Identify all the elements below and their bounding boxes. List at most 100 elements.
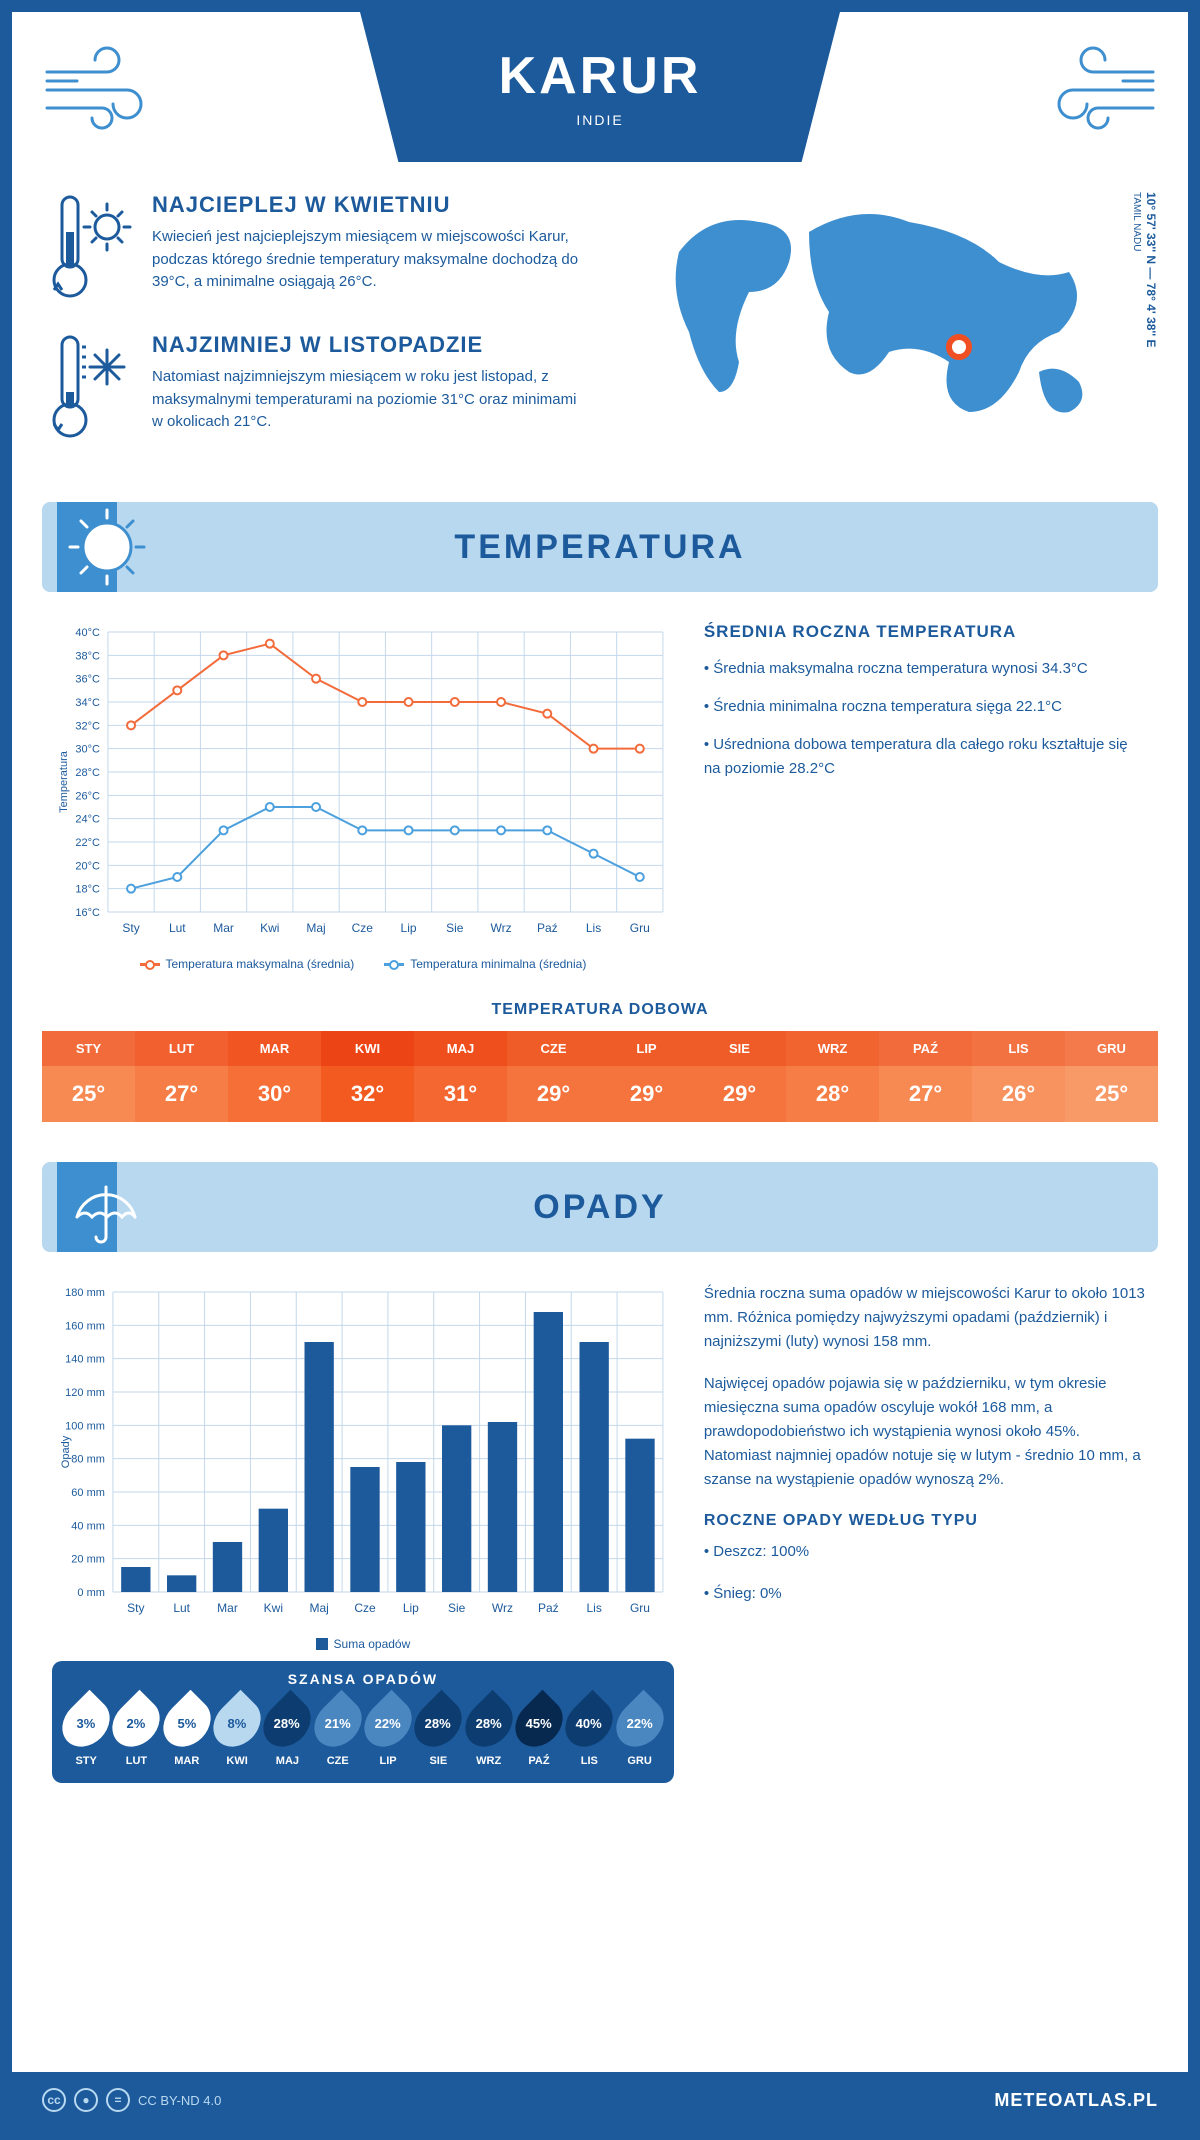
svg-text:34°C: 34°C <box>75 697 100 709</box>
country-name: INDIE <box>576 112 623 128</box>
svg-text:Lut: Lut <box>173 1601 190 1615</box>
svg-text:Mar: Mar <box>213 921 234 935</box>
svg-text:Temperatura: Temperatura <box>58 750 70 813</box>
svg-text:Maj: Maj <box>306 921 325 935</box>
fact-hot-title: NAJCIEPLEJ W KWIETNIU <box>152 192 590 218</box>
by-icon: ● <box>74 2088 98 2112</box>
temperature-body: 16°C18°C20°C22°C24°C26°C28°C30°C32°C34°C… <box>12 622 1188 991</box>
temp-info-line: • Średnia minimalna roczna temperatura s… <box>704 695 1148 719</box>
thermometer-cold-icon <box>52 332 132 442</box>
svg-text:28°C: 28°C <box>75 767 100 779</box>
daily-temp-cell: WRZ28° <box>786 1031 879 1122</box>
svg-text:Gru: Gru <box>630 1601 650 1615</box>
chance-drop: 2%LUT <box>114 1697 158 1767</box>
svg-text:Sie: Sie <box>446 921 464 935</box>
chance-drop: 22%LIP <box>366 1697 410 1767</box>
svg-text:160 mm: 160 mm <box>65 1320 105 1332</box>
facts-column: NAJCIEPLEJ W KWIETNIU Kwiecień jest najc… <box>52 192 590 472</box>
svg-text:Wrz: Wrz <box>492 1601 513 1615</box>
daily-temp-cell: PAŹ27° <box>879 1031 972 1122</box>
city-name: KARUR <box>499 46 702 106</box>
svg-text:80 mm: 80 mm <box>71 1454 105 1466</box>
intro-section: NAJCIEPLEJ W KWIETNIU Kwiecień jest najc… <box>12 192 1188 502</box>
temperature-chart: 16°C18°C20°C22°C24°C26°C28°C30°C32°C34°C… <box>52 622 674 971</box>
temperature-legend: Temperatura maksymalna (średnia) Tempera… <box>52 957 674 971</box>
precipitation-title: OPADY <box>42 1188 1158 1227</box>
nd-icon: = <box>106 2088 130 2112</box>
daily-temp-cell: KWI32° <box>321 1031 414 1122</box>
svg-text:22°C: 22°C <box>75 837 100 849</box>
fact-cold-title: NAJZIMNIEJ W LISTOPADZIE <box>152 332 590 358</box>
footer: cc ● = CC BY-ND 4.0 METEOATLAS.PL <box>12 2072 1188 2128</box>
svg-text:Gru: Gru <box>630 921 650 935</box>
precipitation-legend: Suma opadów <box>52 1637 674 1651</box>
daily-temp-cell: MAR30° <box>228 1031 321 1122</box>
svg-text:Sty: Sty <box>122 921 139 935</box>
map-column: TAMIL NADU 10° 57' 33'' N — 78° 4' 38'' … <box>610 192 1148 472</box>
svg-text:Lis: Lis <box>586 921 601 935</box>
svg-text:60 mm: 60 mm <box>71 1487 105 1499</box>
svg-text:Cze: Cze <box>354 1601 376 1615</box>
temp-info-line: • Uśredniona dobowa temperatura dla całe… <box>704 733 1148 781</box>
page: KARUR INDIE <box>0 0 1200 2140</box>
chance-drop: 21%CZE <box>316 1697 360 1767</box>
daily-temp-cell: CZE29° <box>507 1031 600 1122</box>
chance-drop: 3%STY <box>64 1697 108 1767</box>
svg-text:38°C: 38°C <box>75 650 100 662</box>
precip-info-p: Najwięcej opadów pojawia się w październ… <box>704 1372 1148 1492</box>
daily-temp-title: TEMPERATURA DOBOWA <box>42 1001 1158 1019</box>
svg-text:40°C: 40°C <box>75 627 100 639</box>
precipitation-body: 0 mm20 mm40 mm60 mm80 mm100 mm120 mm140 … <box>12 1282 1188 1803</box>
daily-temp-cell: LIP29° <box>600 1031 693 1122</box>
svg-text:Lut: Lut <box>169 921 186 935</box>
svg-text:30°C: 30°C <box>75 744 100 756</box>
chance-drop: 28%SIE <box>416 1697 460 1767</box>
fact-cold-body: Natomiast najzimniejszym miesiącem w rok… <box>152 366 590 434</box>
legend-item: Temperatura minimalna (średnia) <box>384 957 586 971</box>
legend-label: Temperatura minimalna (średnia) <box>410 957 586 971</box>
cc-icon: cc <box>42 2088 66 2112</box>
svg-text:Lip: Lip <box>401 921 417 935</box>
temp-info-title: ŚREDNIA ROCZNA TEMPERATURA <box>704 622 1148 642</box>
svg-text:0 mm: 0 mm <box>77 1587 105 1599</box>
fact-hot-text: NAJCIEPLEJ W KWIETNIU Kwiecień jest najc… <box>152 192 590 302</box>
chance-drop: 40%LIS <box>567 1697 611 1767</box>
chance-drop: 22%GRU <box>617 1697 661 1767</box>
svg-text:Kwi: Kwi <box>260 921 279 935</box>
svg-text:Paź: Paź <box>538 1601 559 1615</box>
thermometer-hot-icon <box>52 192 132 302</box>
legend-label: Suma opadów <box>334 1637 411 1651</box>
precip-type-line: • Śnieg: 0% <box>704 1582 1148 1606</box>
svg-text:26°C: 26°C <box>75 790 100 802</box>
daily-temperature: TEMPERATURA DOBOWA STY25°LUT27°MAR30°KWI… <box>42 1001 1158 1122</box>
chance-drop: 28%MAJ <box>265 1697 309 1767</box>
chance-title: SZANSA OPADÓW <box>64 1671 662 1687</box>
svg-text:Cze: Cze <box>352 921 374 935</box>
chance-drop: 8%KWI <box>215 1697 259 1767</box>
daily-temp-cell: GRU25° <box>1065 1031 1158 1122</box>
svg-text:100 mm: 100 mm <box>65 1420 105 1432</box>
chance-drops: 3%STY2%LUT5%MAR8%KWI28%MAJ21%CZE22%LIP28… <box>64 1697 662 1767</box>
svg-text:Lip: Lip <box>403 1601 419 1615</box>
svg-text:18°C: 18°C <box>75 884 100 896</box>
svg-text:120 mm: 120 mm <box>65 1387 105 1399</box>
precip-info-p: Średnia roczna suma opadów w miejscowośc… <box>704 1282 1148 1354</box>
svg-text:Kwi: Kwi <box>264 1601 283 1615</box>
chance-drop: 5%MAR <box>165 1697 209 1767</box>
daily-temp-cell: SIE29° <box>693 1031 786 1122</box>
daily-temp-cell: LUT27° <box>135 1031 228 1122</box>
svg-text:Sty: Sty <box>127 1601 144 1615</box>
chance-drop: 45%PAŹ <box>517 1697 561 1767</box>
coordinates: 10° 57' 33'' N — 78° 4' 38'' E <box>1144 192 1158 347</box>
svg-text:20°C: 20°C <box>75 860 100 872</box>
fact-cold-text: NAJZIMNIEJ W LISTOPADZIE Natomiast najzi… <box>152 332 590 442</box>
fact-cold: NAJZIMNIEJ W LISTOPADZIE Natomiast najzi… <box>52 332 590 442</box>
svg-text:Sie: Sie <box>448 1601 466 1615</box>
precipitation-chance: SZANSA OPADÓW 3%STY2%LUT5%MAR8%KWI28%MAJ… <box>52 1661 674 1783</box>
region-label: TAMIL NADU <box>1131 192 1142 251</box>
site-name: METEOATLAS.PL <box>994 2090 1158 2111</box>
license-block: cc ● = CC BY-ND 4.0 <box>42 2088 221 2112</box>
svg-text:Mar: Mar <box>217 1601 238 1615</box>
svg-text:140 mm: 140 mm <box>65 1354 105 1366</box>
temperature-title: TEMPERATURA <box>42 528 1158 567</box>
